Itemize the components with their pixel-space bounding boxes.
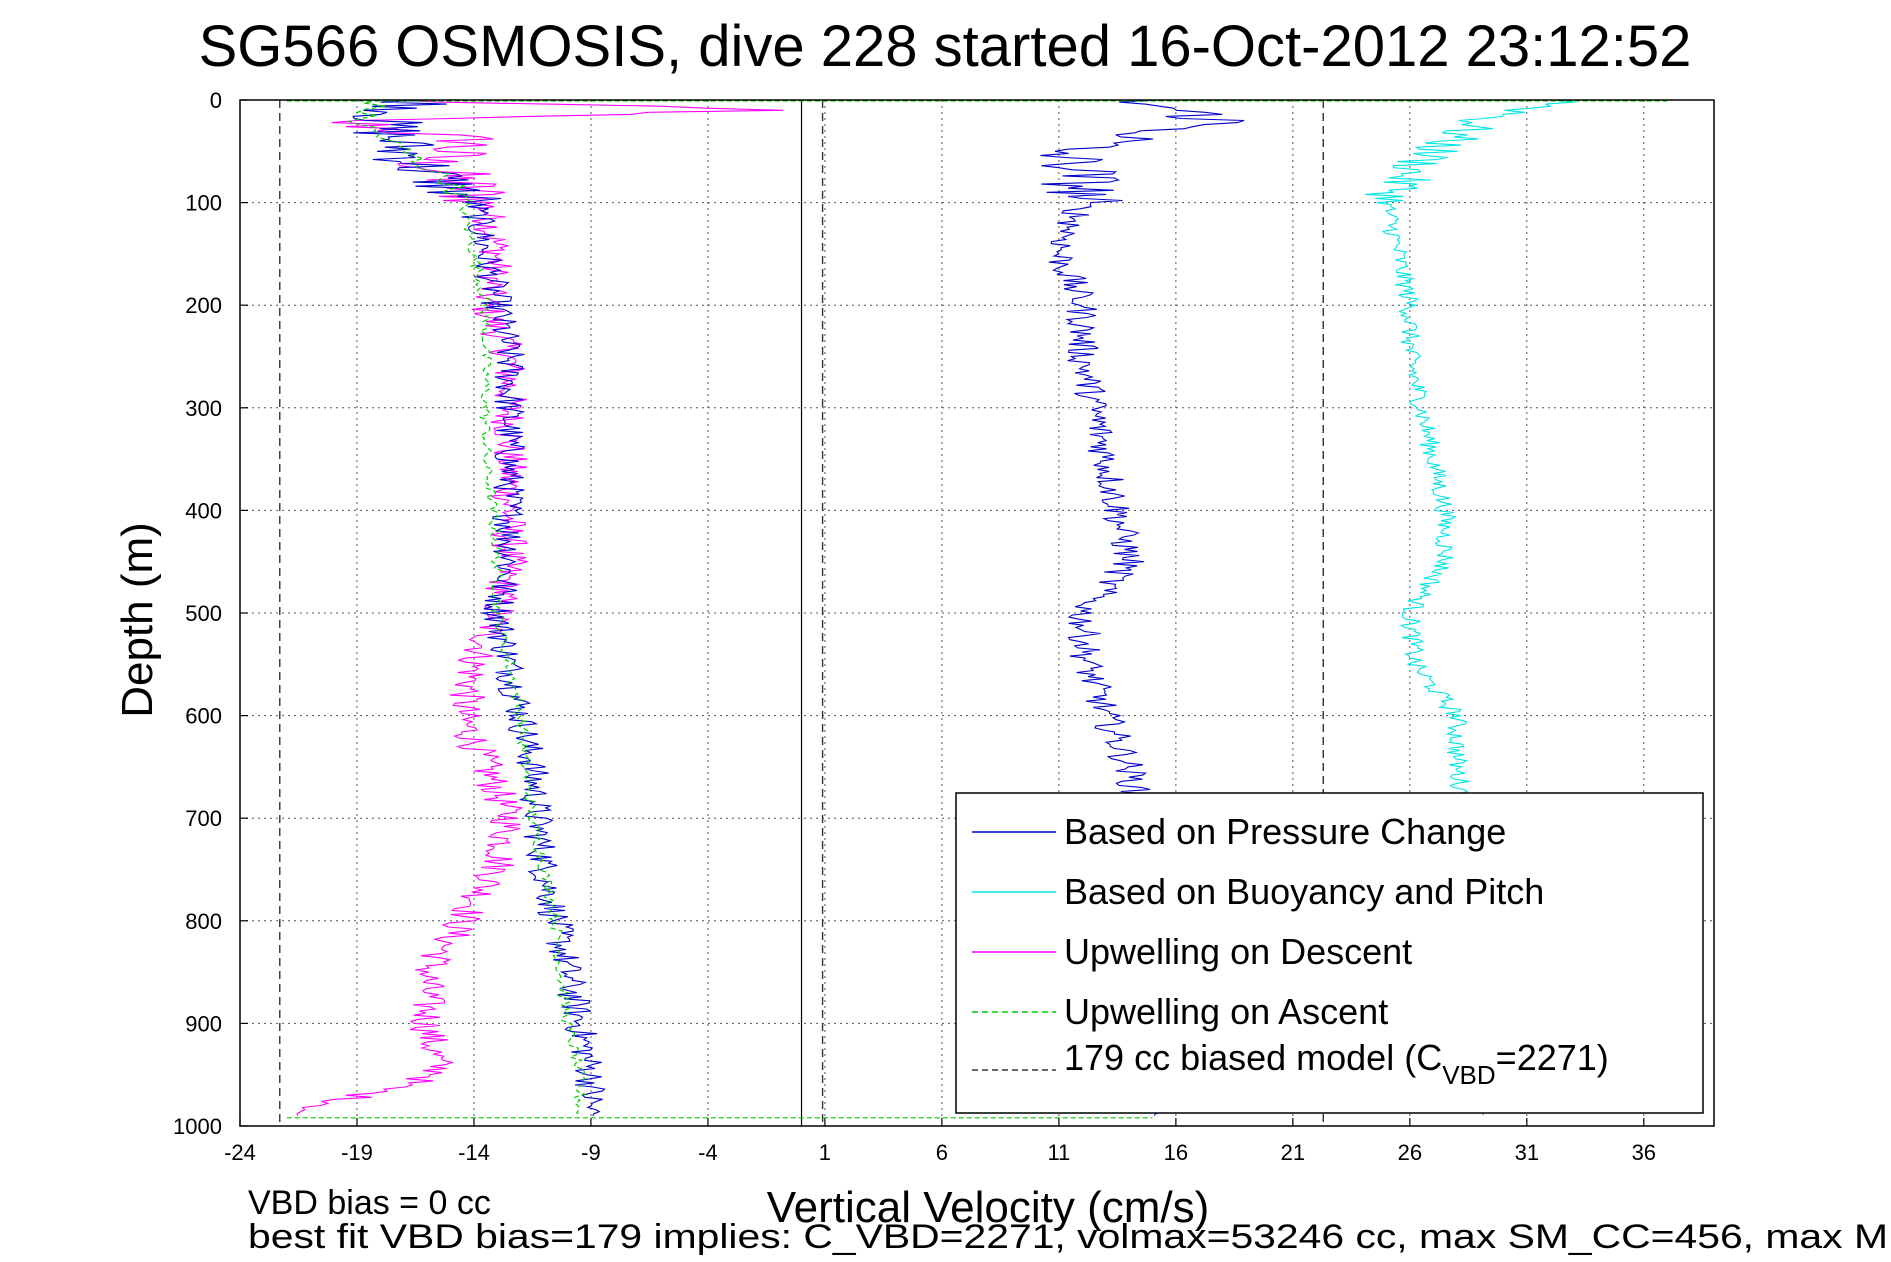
reference-lines bbox=[279, 100, 1324, 1126]
legend-label-pressure: Based on Pressure Change bbox=[1064, 811, 1506, 852]
legend-label-model: 179 cc biased model (CVBD=2271) bbox=[1064, 1037, 1609, 1090]
x-tick-label: 6 bbox=[936, 1140, 948, 1165]
legend-label-model-end: =2271) bbox=[1496, 1037, 1609, 1078]
y-tick-label: 400 bbox=[185, 498, 222, 523]
x-tick-label: -9 bbox=[581, 1140, 601, 1165]
x-tick-label: 36 bbox=[1632, 1140, 1656, 1165]
y-tick-label: 0 bbox=[210, 88, 222, 113]
x-tick-label: -24 bbox=[224, 1140, 256, 1165]
y-tick-label: 1000 bbox=[173, 1114, 222, 1139]
y-tick-labels: 0 100 200 300 400 500 600 700 800 900 1000 bbox=[173, 88, 222, 1139]
y-tick-label: 900 bbox=[185, 1011, 222, 1036]
y-tick-label: 100 bbox=[185, 191, 222, 216]
x-axis-label: Vertical Velocity (cm/s) bbox=[767, 1183, 1210, 1232]
legend-label-up-descent: Upwelling on Descent bbox=[1064, 931, 1412, 972]
y-tick-label: 700 bbox=[185, 806, 222, 831]
footer-line-2: best fit VBD bias=179 implies: C_VBD=227… bbox=[248, 1218, 1888, 1256]
x-tick-label: 11 bbox=[1047, 1140, 1070, 1165]
y-tick-label: 600 bbox=[185, 704, 222, 729]
x-tick-label: 26 bbox=[1398, 1140, 1422, 1165]
y-tick-label: 300 bbox=[185, 396, 222, 421]
x-tick-label: -14 bbox=[458, 1140, 490, 1165]
x-tick-label: -19 bbox=[341, 1140, 373, 1165]
x-tick-labels: -24 -19 -14 -9 -4 1 6 11 16 21 26 31 36 bbox=[224, 1140, 1656, 1165]
y-axis-label: Depth (m) bbox=[113, 522, 162, 718]
y-tick-label: 800 bbox=[185, 909, 222, 934]
series-upwelling-ascent bbox=[347, 99, 587, 1117]
legend-label-buoyancy: Based on Buoyancy and Pitch bbox=[1064, 871, 1544, 912]
legend-label-model-sub: VBD bbox=[1442, 1060, 1495, 1090]
x-tick-label: 21 bbox=[1281, 1140, 1305, 1165]
y-tick-label: 200 bbox=[185, 293, 222, 318]
x-tick-label: 31 bbox=[1515, 1140, 1539, 1165]
plot-frame bbox=[239, 99, 1715, 1127]
x-tick-label: 1 bbox=[819, 1140, 831, 1165]
legend-label-model-main: 179 cc biased model (C bbox=[1064, 1037, 1442, 1078]
legend: Based on Pressure Change Based on Buoyan… bbox=[955, 792, 1704, 1114]
legend-box bbox=[955, 792, 1704, 1114]
grid-lines bbox=[239, 99, 1714, 1127]
x-tick-label: -4 bbox=[698, 1140, 718, 1165]
y-tick-label: 500 bbox=[185, 601, 222, 626]
chart-title: SG566 OSMOSIS, dive 228 started 16-Oct-2… bbox=[199, 14, 1692, 79]
footer-line-1: VBD bias = 0 cc bbox=[248, 1184, 491, 1222]
legend-label-up-ascent: Upwelling on Ascent bbox=[1064, 991, 1388, 1032]
x-tick-label: 16 bbox=[1164, 1140, 1188, 1165]
